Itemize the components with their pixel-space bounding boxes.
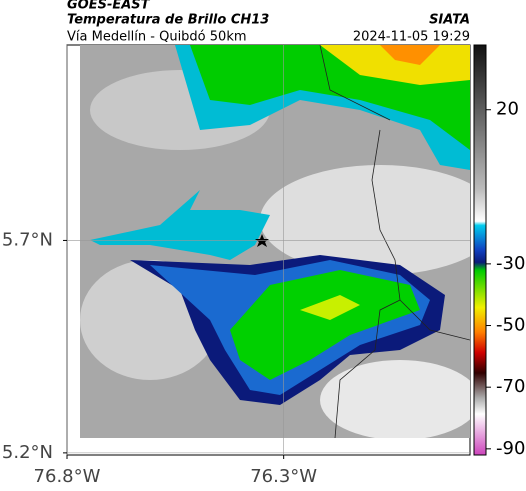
satellite-image xyxy=(80,45,470,438)
colorbar-tick-label: -70 xyxy=(496,376,525,397)
x-tick-label: 76.3°W xyxy=(250,466,317,487)
colorbar-tick-label: 20 xyxy=(496,99,519,120)
subtitle: Temperatura de Brillo CH13 xyxy=(67,13,269,28)
x-tick-label: 76.8°W xyxy=(34,466,101,487)
colorbar-tick-label: -50 xyxy=(496,315,525,336)
y-tick-label: 5.7°N xyxy=(2,229,53,250)
title: GOES-EAST xyxy=(67,0,151,13)
colorbar-tick-label: -90 xyxy=(496,438,525,459)
source: SIATA xyxy=(429,13,470,28)
colorbar xyxy=(473,44,487,456)
map-panel xyxy=(66,44,471,456)
timestamp: 2024-11-05 19:29 xyxy=(353,30,470,45)
region: Vía Medellín - Quibdó 50km xyxy=(67,30,247,45)
colorbar-tick-label: -30 xyxy=(496,253,525,274)
y-tick-label: 5.2°N xyxy=(2,442,53,463)
